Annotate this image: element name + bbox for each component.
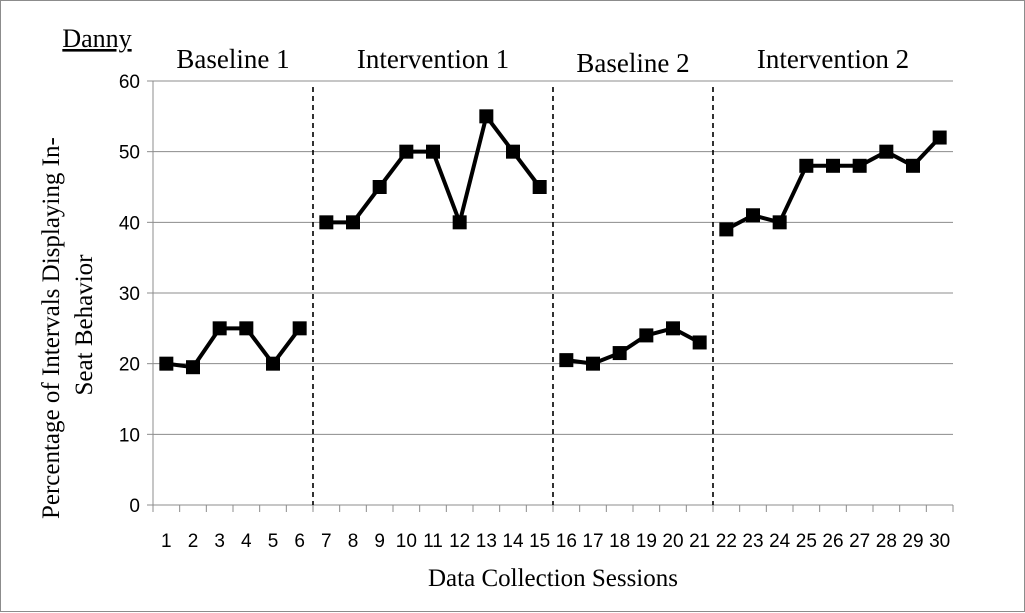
x-tick-label-9: 9 bbox=[374, 531, 385, 552]
phase-change-lines bbox=[312, 87, 714, 505]
x-tick-label-22: 22 bbox=[716, 531, 737, 552]
data-point-session-30 bbox=[932, 130, 947, 145]
x-tick-label-11: 11 bbox=[423, 531, 443, 552]
phase-label-1: Baseline 1 bbox=[176, 44, 289, 74]
y-axis-label: Percentage of Intervals Displaying In- S… bbox=[38, 131, 98, 519]
phase-labels: Baseline 1 Intervention 1 Baseline 2 Interv… bbox=[176, 44, 909, 78]
data-series bbox=[159, 109, 947, 375]
y-tick-label-10: 10 bbox=[119, 425, 140, 446]
data-point-session-19 bbox=[639, 328, 654, 343]
data-point-session-24 bbox=[772, 215, 787, 230]
data-point-session-25 bbox=[799, 158, 814, 173]
x-tick-label-4: 4 bbox=[241, 531, 252, 552]
data-point-session-6 bbox=[292, 321, 307, 336]
x-tick-label-8: 8 bbox=[348, 531, 359, 552]
y-tick-label-50: 50 bbox=[119, 143, 140, 164]
data-point-session-29 bbox=[906, 158, 920, 173]
x-tick-label-15: 15 bbox=[529, 531, 550, 552]
y-axis-label-line-2: Seat Behavior bbox=[71, 254, 98, 396]
data-point-session-11 bbox=[426, 144, 440, 159]
data-point-session-15 bbox=[532, 180, 547, 194]
x-tick-label-29: 29 bbox=[902, 531, 923, 552]
data-point-session-7 bbox=[319, 215, 334, 230]
phase-label-3: Baseline 2 bbox=[576, 48, 689, 78]
data-point-session-21 bbox=[692, 335, 707, 350]
data-point-session-1 bbox=[159, 356, 174, 371]
data-point-session-3 bbox=[212, 321, 227, 336]
x-tick-label-30: 30 bbox=[929, 531, 950, 552]
data-point-session-5 bbox=[266, 356, 280, 371]
x-tick-label-7: 7 bbox=[321, 531, 332, 552]
data-point-session-20 bbox=[666, 321, 680, 336]
x-tick-label-13: 13 bbox=[476, 531, 497, 552]
x-tick-label-17: 17 bbox=[582, 531, 603, 552]
y-tick-label-30: 30 bbox=[119, 284, 140, 305]
data-point-session-18 bbox=[612, 346, 627, 361]
data-point-session-27 bbox=[852, 158, 867, 173]
data-point-session-16 bbox=[559, 353, 574, 368]
x-tick-label-19: 19 bbox=[636, 531, 657, 552]
data-point-session-17 bbox=[586, 356, 600, 371]
data-point-session-26 bbox=[826, 158, 840, 173]
data-point-session-2 bbox=[186, 360, 200, 375]
y-axis-label-line-1: Percentage of Intervals Displaying In- bbox=[38, 137, 65, 519]
y-tick-label-60: 60 bbox=[119, 72, 140, 93]
data-point-session-4 bbox=[239, 321, 254, 336]
x-tick-label-18: 18 bbox=[609, 531, 630, 552]
data-point-session-23 bbox=[746, 208, 760, 223]
data-point-session-8 bbox=[346, 215, 360, 230]
x-tick-label-28: 28 bbox=[876, 531, 897, 552]
x-tick-label-6: 6 bbox=[294, 531, 305, 552]
phase-label-2: Intervention 1 bbox=[357, 44, 509, 74]
x-tick-label-16: 16 bbox=[556, 531, 577, 552]
x-tick-label-27: 27 bbox=[849, 531, 870, 552]
x-tick-label-23: 23 bbox=[742, 531, 763, 552]
x-tick-label-20: 20 bbox=[662, 531, 683, 552]
x-tick-label-21: 21 bbox=[689, 531, 710, 552]
data-point-session-14 bbox=[506, 144, 520, 159]
x-tick-label-14: 14 bbox=[502, 531, 524, 552]
data-point-session-12 bbox=[452, 215, 467, 230]
data-point-session-10 bbox=[399, 144, 414, 159]
x-tick-label-3: 3 bbox=[214, 531, 225, 552]
x-tick-label-26: 26 bbox=[822, 531, 843, 552]
x-tick-label-5: 5 bbox=[268, 531, 279, 552]
data-point-session-22 bbox=[719, 222, 734, 237]
x-tick-label-12: 12 bbox=[449, 531, 470, 552]
data-point-session-28 bbox=[879, 144, 894, 159]
x-axis-label: Data Collection Sessions bbox=[428, 565, 678, 592]
x-tick-label-2: 2 bbox=[188, 531, 199, 552]
series-line-phase-2 bbox=[326, 114, 542, 225]
data-point-session-9 bbox=[372, 180, 387, 194]
chart-title: Danny bbox=[62, 24, 131, 53]
y-tick-label-0: 0 bbox=[129, 496, 140, 517]
y-tick-label-40: 40 bbox=[119, 213, 140, 234]
x-tick-label-1: 1 bbox=[161, 531, 172, 552]
x-tick-label-25: 25 bbox=[796, 531, 817, 552]
x-tick-label-10: 10 bbox=[396, 531, 417, 552]
x-tick-label-24: 24 bbox=[769, 531, 791, 552]
phase-label-4: Intervention 2 bbox=[757, 44, 909, 74]
axes bbox=[147, 80, 954, 512]
data-point-session-13 bbox=[479, 109, 494, 124]
y-tick-label-20: 20 bbox=[119, 355, 140, 376]
